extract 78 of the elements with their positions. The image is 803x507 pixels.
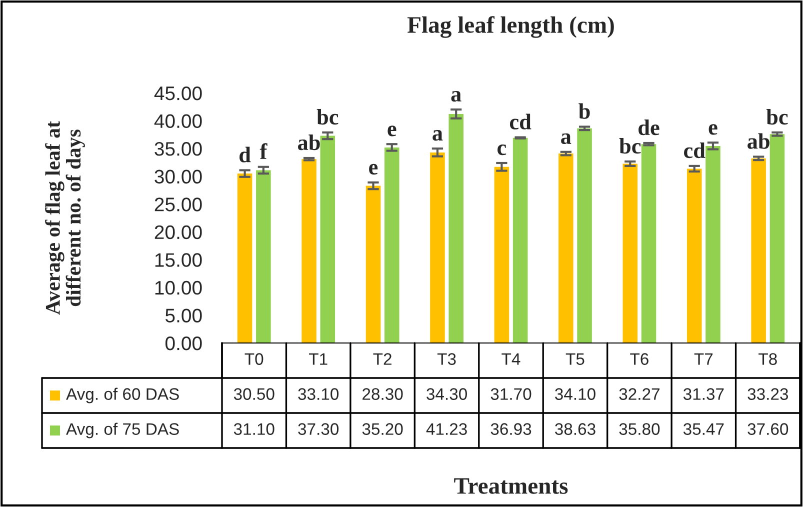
y-tick-label: 20.00 <box>154 225 202 240</box>
data-label: 31.10 <box>234 423 274 435</box>
y-tick-label: 40.00 <box>154 114 202 128</box>
bar <box>686 168 702 343</box>
data-label: 33.10 <box>298 388 339 400</box>
data-label: 37.30 <box>298 423 339 435</box>
data-label: 38.63 <box>555 423 596 435</box>
y-tick-label: 0.00 <box>165 336 202 350</box>
x-axis-title: Treatments <box>454 478 568 494</box>
y-tick-label: 5.00 <box>165 308 202 322</box>
legend-label: Avg. of 75 DAS <box>66 422 179 438</box>
y-tick-label: 45.00 <box>154 86 202 100</box>
annotation: cd <box>510 114 532 130</box>
bar <box>430 152 445 343</box>
bar <box>256 170 271 343</box>
y-tick-label: 35.00 <box>154 142 202 156</box>
data-label: 32.27 <box>619 388 660 400</box>
data-label: 41.23 <box>426 423 467 435</box>
data-label: 31.37 <box>683 388 724 400</box>
data-label: 34.30 <box>426 388 467 400</box>
data-label: 33.23 <box>748 388 788 400</box>
x-tick-label: T7 <box>694 353 713 365</box>
data-label: 35.47 <box>683 423 724 435</box>
y-tick-label: 10.00 <box>155 280 202 295</box>
legend-label: Avg. of 60 DAS <box>66 388 179 404</box>
bar <box>494 166 510 343</box>
annotation: bc <box>316 108 338 125</box>
bar <box>302 159 316 343</box>
bar <box>558 154 574 343</box>
annotation: c <box>498 144 506 156</box>
bar <box>512 138 528 343</box>
annotation: bc <box>766 108 788 125</box>
x-tick-label: T8 <box>758 353 777 365</box>
annotation: e <box>708 124 718 135</box>
annotation: b <box>578 103 590 119</box>
x-tick-label: T2 <box>373 353 392 365</box>
annotation: a <box>432 130 443 141</box>
annotation: bc <box>619 138 641 154</box>
x-tick-label: T4 <box>502 353 520 365</box>
data-label: 28.30 <box>362 388 403 400</box>
bar <box>706 146 720 343</box>
x-tick-label: T0 <box>244 353 264 365</box>
data-label: 34.10 <box>555 388 596 400</box>
data-label: 37.60 <box>748 423 788 435</box>
bar <box>366 186 381 343</box>
annotation: ab <box>298 134 320 150</box>
bar <box>237 174 252 343</box>
bar <box>641 144 656 343</box>
annotation: cd <box>684 142 706 158</box>
bar <box>384 147 400 343</box>
chart-title: Flag leaf length (cm) <box>407 16 614 38</box>
x-tick-label: T5 <box>566 353 584 365</box>
x-tick-label: T6 <box>630 353 648 365</box>
y-tick-label: 25.00 <box>154 198 202 212</box>
data-label: 35.20 <box>362 423 403 435</box>
annotation: ab <box>748 133 770 149</box>
bar <box>622 164 638 343</box>
data-label: 36.93 <box>490 423 532 435</box>
annotation: a <box>451 91 462 102</box>
annotation: e <box>369 164 378 175</box>
bar <box>448 114 464 343</box>
data-label: 31.70 <box>490 388 532 400</box>
annotation: e <box>388 126 396 136</box>
x-tick-label: T1 <box>308 353 328 365</box>
bar <box>751 158 766 343</box>
annotation: f <box>260 143 268 159</box>
y-tick-label: 15.00 <box>155 253 202 267</box>
bar <box>577 128 592 343</box>
annotation: d <box>240 146 251 162</box>
y-axis-title: Average of flag leaf at different no. of days <box>45 121 85 315</box>
bar <box>320 136 336 343</box>
annotation: de <box>638 120 660 136</box>
data-label: 35.80 <box>619 423 660 435</box>
annotation: a <box>561 133 572 144</box>
bar <box>770 134 785 343</box>
x-tick-label: T3 <box>437 353 456 365</box>
data-label: 30.50 <box>234 388 274 400</box>
y-tick-label: 30.00 <box>154 170 202 184</box>
